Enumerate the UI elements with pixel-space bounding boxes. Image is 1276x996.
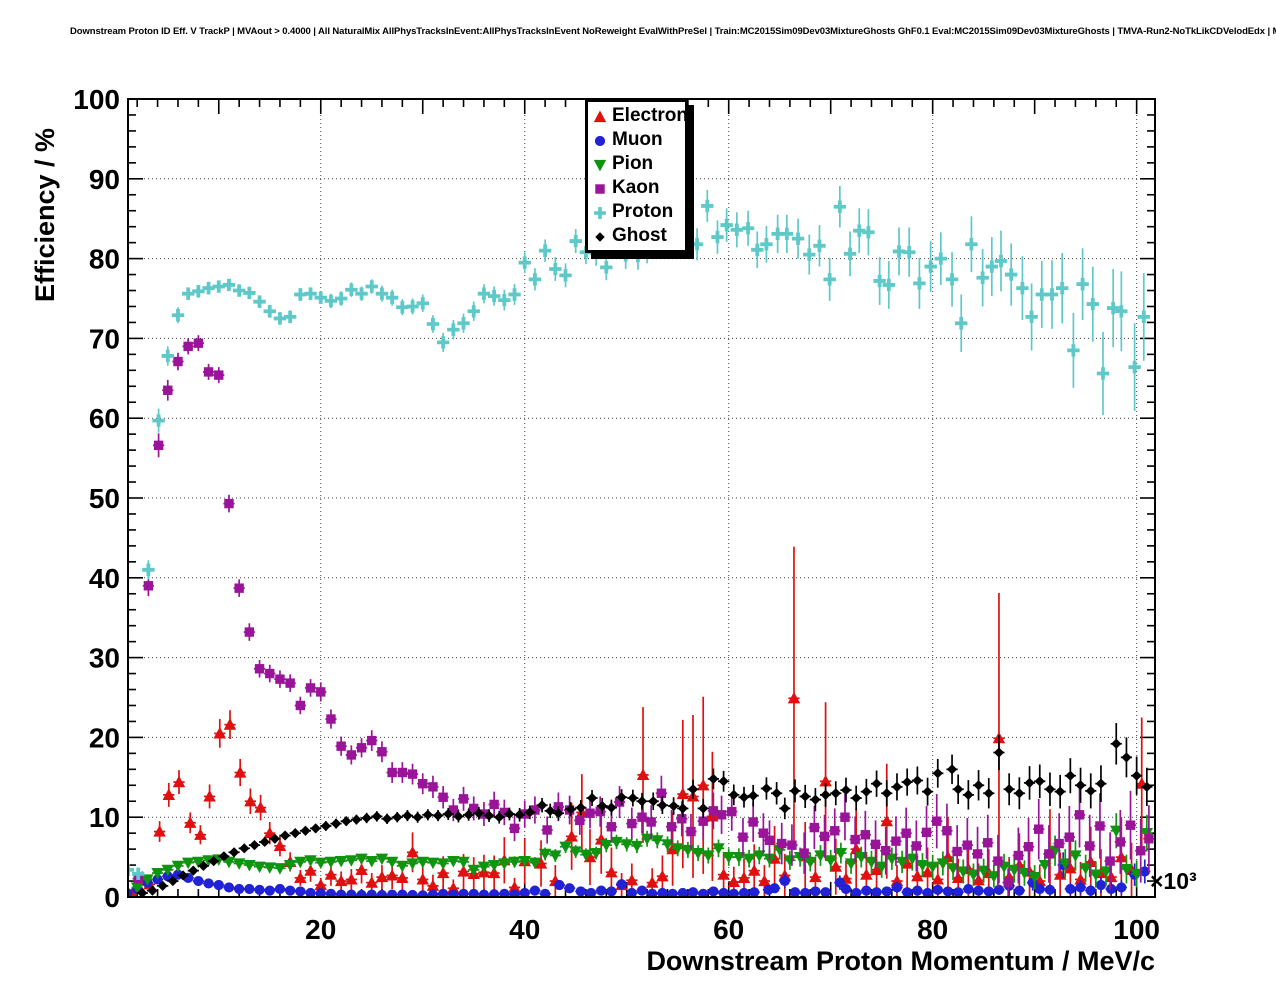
legend-label: Electron — [612, 105, 689, 126]
legend: Electron Muon Pion Kaon Proton Ghost — [585, 99, 688, 253]
legend-label: Kaon — [612, 177, 660, 198]
legend-item-ghost: Ghost — [588, 224, 685, 248]
legend-item-muon: Muon — [588, 128, 685, 152]
svg-text:20: 20 — [89, 722, 120, 753]
triangle-down-marker-icon — [593, 159, 607, 172]
svg-text:70: 70 — [89, 323, 120, 354]
svg-text:0: 0 — [104, 882, 120, 913]
series-kaon — [132, 335, 1155, 897]
svg-text:20: 20 — [305, 914, 336, 945]
legend-item-electron: Electron — [588, 104, 689, 128]
tick-labels: 20 40 60 80 100 0 10 20 30 40 50 60 70 80 90 100 — [73, 84, 1160, 945]
svg-text:60: 60 — [89, 403, 120, 434]
svg-text:80: 80 — [89, 244, 120, 275]
plot-title: Downstream Proton ID Eff. V TrackP | MVA… — [70, 26, 1276, 37]
svg-text:100: 100 — [1113, 914, 1160, 945]
svg-text:60: 60 — [713, 914, 744, 945]
circle-marker-icon — [594, 135, 606, 147]
svg-text:80: 80 — [917, 914, 948, 945]
legend-label: Proton — [612, 201, 674, 222]
legend-item-kaon: Kaon — [588, 176, 685, 200]
series-proton — [127, 185, 1150, 881]
svg-text:10: 10 — [89, 802, 120, 833]
legend-label: Muon — [612, 129, 663, 150]
square-marker-icon — [595, 184, 605, 194]
triangle-up-marker-icon — [593, 110, 607, 123]
svg-text:100: 100 — [73, 84, 120, 115]
x-axis-title: Downstream Proton Momentum / MeV/c — [646, 946, 1155, 976]
svg-text:40: 40 — [509, 914, 540, 945]
svg-text:50: 50 — [89, 483, 120, 514]
svg-text:90: 90 — [89, 164, 120, 195]
legend-item-pion: Pion — [588, 152, 685, 176]
plus-marker-icon — [594, 207, 606, 219]
svg-text:40: 40 — [89, 563, 120, 594]
series-pion — [130, 813, 1154, 894]
legend-label: Ghost — [612, 225, 667, 246]
legend-label: Pion — [612, 153, 654, 174]
legend-item-proton: Proton — [588, 200, 685, 224]
diamond-marker-icon — [595, 232, 605, 242]
x-scale-exponent: ×10³ — [1150, 868, 1197, 894]
svg-text:30: 30 — [89, 643, 120, 674]
series-ghost — [136, 723, 1153, 898]
